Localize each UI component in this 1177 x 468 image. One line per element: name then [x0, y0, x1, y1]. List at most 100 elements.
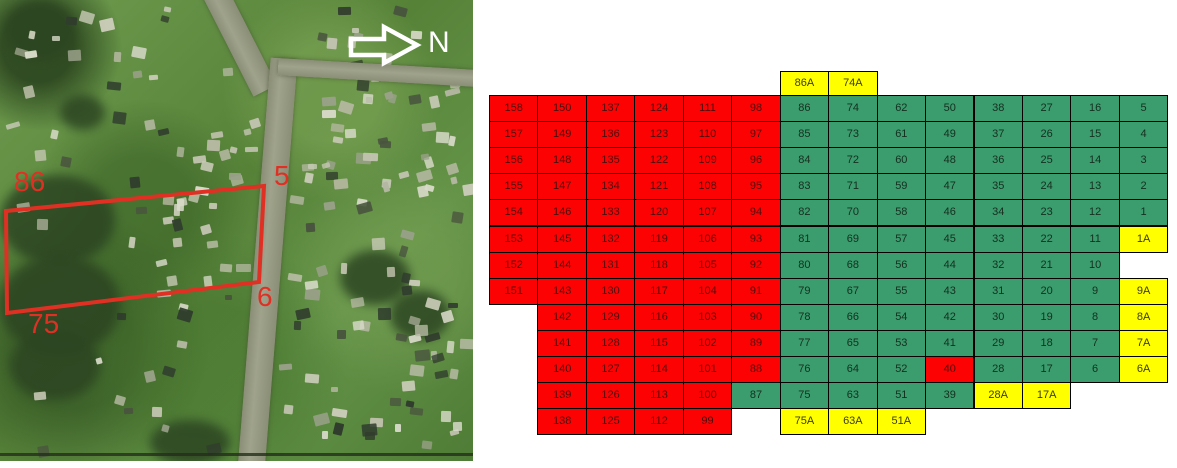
grid-cell-100: 100	[682, 382, 733, 410]
grid-cell-88: 88	[731, 356, 781, 384]
grid-cell-78: 78	[779, 303, 830, 331]
grid-cell-115: 115	[634, 329, 684, 357]
grid-cell-39: 39	[925, 382, 975, 410]
grid-cell-105: 105	[682, 251, 733, 279]
grid-cell-92: 92	[731, 251, 781, 279]
grid-cell-134: 134	[585, 173, 636, 201]
grid-cell-136: 136	[585, 121, 636, 149]
grid-cell-97: 97	[731, 121, 781, 149]
grid-cell-138: 138	[537, 408, 587, 436]
grid-cell-62: 62	[876, 95, 927, 123]
grid-cell-112: 112	[634, 408, 684, 436]
grid-cell-36: 36	[973, 147, 1023, 175]
photo-overlay	[3, 23, 422, 316]
grid-cell-17: 17	[1021, 356, 1072, 384]
grid-cell-9: 9	[1070, 277, 1120, 305]
aerial-photo: N 86 5 6 75	[0, 0, 473, 461]
grid-cell-27: 27	[1021, 95, 1072, 123]
grid-cell-28: 28	[973, 356, 1023, 384]
grid-cell-22: 22	[1021, 225, 1072, 253]
grid-cell-41: 41	[925, 329, 975, 357]
grid-cell-94: 94	[731, 199, 781, 227]
grid-cell-74: 74	[828, 95, 878, 123]
grid-cell-7: 7	[1070, 329, 1120, 357]
grid-cell-14: 14	[1070, 147, 1120, 175]
grid-cell-45: 45	[925, 225, 975, 253]
grid-cell-147: 147	[537, 173, 587, 201]
grid-cell-119: 119	[634, 225, 684, 253]
grid-cell-15: 15	[1070, 121, 1120, 149]
grid-cell-71: 71	[828, 173, 878, 201]
grid-cell-132: 132	[585, 225, 636, 253]
grid-cell-113: 113	[634, 382, 684, 410]
grid-cell-86A: 86A	[779, 71, 830, 96]
grid-cell-60: 60	[876, 147, 927, 175]
grid-cell-30: 30	[973, 303, 1023, 331]
grid-cell-116: 116	[634, 303, 684, 331]
grid-cell-2: 2	[1118, 173, 1169, 201]
grid-cell-80: 80	[779, 251, 830, 279]
grid-cell-89: 89	[731, 329, 781, 357]
grid-cell-90: 90	[731, 303, 781, 331]
grid-cell-107: 107	[682, 199, 733, 227]
grid-cell-96: 96	[731, 147, 781, 175]
grid-cell-86: 86	[779, 95, 830, 123]
tree-blob	[340, 250, 410, 305]
grid-cell-48: 48	[925, 147, 975, 175]
grid-cell-74A: 74A	[828, 71, 878, 96]
grid-cell-17A: 17A	[1021, 382, 1072, 410]
grid-cell-152: 152	[489, 251, 539, 279]
grid-cell-125: 125	[585, 408, 636, 436]
grid-cell-77: 77	[779, 329, 830, 357]
grid-cell-110: 110	[682, 121, 733, 149]
grid-cell-109: 109	[682, 147, 733, 175]
plot-corner-label: 75	[28, 308, 60, 339]
plot-corner-label: 86	[14, 166, 46, 197]
grid-cell-149: 149	[537, 121, 587, 149]
grid-cell-8A: 8A	[1118, 303, 1169, 331]
plot-corner-label: 5	[274, 160, 290, 191]
grid-cell-3: 3	[1118, 147, 1169, 175]
grid-cell-137: 137	[585, 95, 636, 123]
grid-cell-156: 156	[489, 147, 539, 175]
grid-cell-130: 130	[585, 277, 636, 305]
grid-cell-135: 135	[585, 147, 636, 175]
grid-cell-124: 124	[634, 95, 684, 123]
grid-cell-52: 52	[876, 356, 927, 384]
grid-cell-75: 75	[779, 382, 830, 410]
grid-cell-32: 32	[973, 251, 1023, 279]
grid-cell-51A: 51A	[876, 408, 927, 436]
grid-cell-154: 154	[489, 199, 539, 227]
grid-cell-128: 128	[585, 329, 636, 357]
grid-cell-83: 83	[779, 173, 830, 201]
grid-cell-33: 33	[973, 225, 1023, 253]
grid-cell-101: 101	[682, 356, 733, 384]
grid-cell-104: 104	[682, 277, 733, 305]
north-arrow-icon	[348, 23, 422, 67]
grid-cell-151: 151	[489, 277, 539, 305]
plot-corner-label: 6	[257, 281, 273, 312]
grid-cell-126: 126	[585, 382, 636, 410]
grid-cell-34: 34	[973, 199, 1023, 227]
grid-cell-65: 65	[828, 329, 878, 357]
grid-cell-38: 38	[973, 95, 1023, 123]
north-label: N	[428, 26, 450, 59]
grid-cell-44: 44	[925, 251, 975, 279]
grid-cell-18: 18	[1021, 329, 1072, 357]
grid-cell-79: 79	[779, 277, 830, 305]
grid-cell-24: 24	[1021, 173, 1072, 201]
grid-cell-20: 20	[1021, 277, 1072, 305]
grid-cell-46: 46	[925, 199, 975, 227]
grid-cell-53: 53	[876, 329, 927, 357]
grid-cell-11: 11	[1070, 225, 1120, 253]
grid-cell-93: 93	[731, 225, 781, 253]
grid-cell-56: 56	[876, 251, 927, 279]
grid-cell-153: 153	[489, 225, 539, 253]
grid-cell-129: 129	[585, 303, 636, 331]
grid-cell-121: 121	[634, 173, 684, 201]
tree-blob	[0, 175, 115, 265]
grid-cell-141: 141	[537, 329, 587, 357]
grid-cell-63: 63	[828, 382, 878, 410]
